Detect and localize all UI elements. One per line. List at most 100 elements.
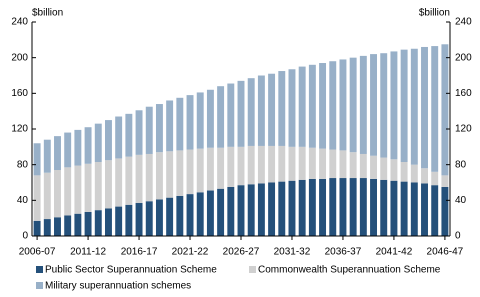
bar-segment (125, 204, 133, 236)
bar-segment (206, 190, 214, 236)
bar-segment (84, 127, 92, 164)
bar-segment (390, 51, 398, 160)
bar-segment (176, 97, 184, 151)
bar-segment (349, 152, 357, 179)
bar-segment (339, 178, 347, 236)
bar-segment (421, 46, 428, 169)
bar-segment (308, 147, 316, 179)
bar-segment (329, 178, 337, 236)
bar-segment (288, 180, 296, 236)
bar-segment (135, 154, 143, 204)
bar-segment (298, 66, 306, 147)
bar-segment (115, 158, 123, 207)
bar-segment (145, 106, 153, 154)
bar-segment (54, 136, 61, 171)
bar-segment (186, 95, 194, 150)
bar-segment (33, 220, 41, 236)
x-tick-label: 2026-27 (223, 247, 260, 258)
bar-segment (84, 163, 92, 212)
bar-segment (74, 129, 82, 166)
x-tick-label: 2041-42 (376, 247, 413, 258)
bar-segment (268, 145, 276, 183)
y-tick-label: 160 (11, 88, 28, 99)
bar-segment (166, 100, 174, 152)
legend-swatch (249, 266, 256, 273)
bar-segment (43, 139, 51, 173)
y2-tick-label: 120 (455, 124, 472, 135)
bar-segment (43, 172, 51, 220)
bar-segment (54, 217, 61, 236)
legend-swatch (36, 266, 43, 273)
bar-segment (155, 152, 163, 200)
bar-segment (359, 55, 367, 154)
bar-segment (431, 185, 439, 236)
bar-segment (115, 116, 123, 159)
bar-segment (390, 159, 398, 181)
y2-tick-label: 0 (455, 231, 461, 242)
bar-segment (400, 181, 408, 236)
bar-segment (308, 178, 316, 236)
bar-segment (390, 180, 398, 236)
bar-segment (257, 75, 265, 146)
bar-segment (268, 182, 276, 236)
bar-segment (64, 132, 72, 168)
y-tick-label: 120 (11, 124, 28, 135)
bar-segment (319, 178, 327, 236)
x-tick-label: 2016-17 (121, 247, 158, 258)
bar-segment (421, 183, 428, 236)
bar-segment (196, 192, 204, 236)
bar-segment (196, 92, 204, 149)
bar-segment (421, 168, 428, 184)
bar-segment (359, 178, 367, 236)
bar-segment (268, 73, 276, 146)
bar-segment (166, 151, 174, 198)
bar-segment (400, 161, 408, 182)
bar-segment (298, 179, 306, 236)
y-tick-label: 200 (11, 52, 28, 63)
bar-segment (186, 149, 194, 195)
bar-segment (441, 44, 449, 176)
bar-segment (64, 215, 72, 236)
y-tick-label: 240 (11, 17, 28, 28)
x-tick-label: 2011-12 (70, 247, 106, 258)
bar-segment (380, 157, 388, 180)
y2-tick-label: 160 (455, 88, 472, 99)
bar-segment (104, 160, 112, 209)
bar-segment (176, 195, 184, 236)
bar-segment (206, 89, 214, 148)
bar-segment (227, 146, 235, 187)
bar-segment (237, 80, 245, 147)
bar-segment (155, 104, 163, 153)
bar-segment (410, 182, 418, 236)
bar-segment (288, 69, 296, 147)
bar-segment (196, 148, 204, 193)
bar-segment (227, 186, 235, 236)
y2-unit: $billion (419, 8, 450, 19)
bar-segment (145, 201, 153, 236)
y2-tick-label: 80 (455, 159, 467, 170)
bar-segment (431, 171, 439, 186)
bar-segment (155, 199, 163, 236)
bar-segment (54, 170, 61, 218)
bar-segment (64, 167, 72, 216)
bar-segment (349, 57, 357, 153)
bar-segment (186, 194, 194, 236)
bar-segment (257, 183, 265, 236)
bar-segment (441, 175, 449, 187)
x-tick-label: 2036-37 (325, 247, 362, 258)
bar-segment (104, 120, 112, 161)
bar-segment (84, 211, 92, 236)
y-tick-label: 0 (22, 231, 28, 242)
y2-tick-label: 240 (455, 17, 472, 28)
bar-segment (43, 219, 51, 236)
bar-segment (441, 186, 449, 236)
bar-segment (247, 184, 255, 236)
bar-segment (339, 150, 347, 179)
bar-segment (339, 59, 347, 151)
bar-segment (410, 164, 418, 183)
x-tick-label: 2046-47 (427, 247, 464, 258)
bar-segment (94, 123, 102, 162)
bar-segment (74, 165, 82, 214)
bar-segment (370, 178, 378, 236)
